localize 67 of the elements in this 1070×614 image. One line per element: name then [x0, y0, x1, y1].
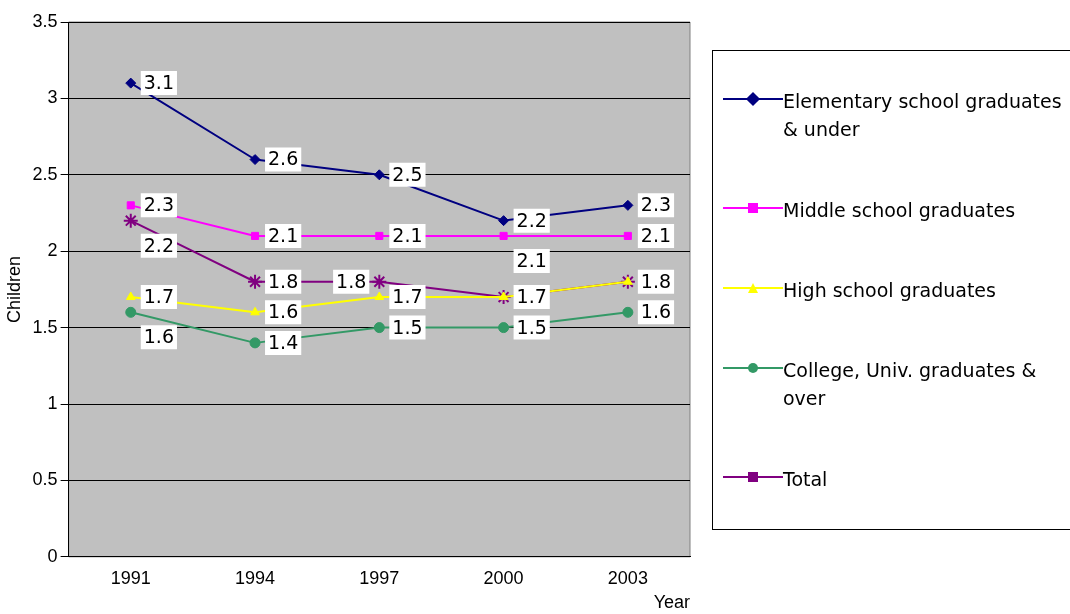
data-label: 1.4 [268, 330, 299, 353]
x-tick-label: 1997 [359, 567, 400, 588]
point [498, 215, 510, 227]
point [249, 154, 261, 166]
point [373, 169, 385, 181]
point [498, 291, 509, 301]
data-label: 1.6 [143, 325, 174, 348]
y-tick-label: 2 [47, 240, 58, 261]
data-label: 2.1 [516, 248, 547, 271]
legend-label: Elementary school graduates & under [783, 89, 1063, 143]
point [247, 273, 264, 290]
data-label: 1.8 [640, 269, 672, 292]
data-label: 3.1 [143, 71, 174, 94]
point [125, 291, 136, 301]
point [622, 306, 634, 318]
legend-label: College, Univ. graduates & over [783, 358, 1038, 412]
data-label: 1.5 [392, 315, 423, 338]
data-label: 1.7 [392, 284, 423, 307]
data-label: 2.2 [516, 208, 547, 231]
point [619, 273, 636, 290]
data-label: 2.6 [268, 147, 299, 170]
data-label: 1.7 [143, 284, 174, 307]
legend-label: High school graduates [783, 277, 997, 303]
data-label: 1.5 [516, 315, 547, 338]
point [622, 199, 634, 211]
data-label: 1.7 [516, 284, 547, 307]
x-tick-label: 2003 [607, 567, 648, 588]
data-label: 2.5 [392, 162, 423, 185]
legend-label: Middle school graduates [783, 197, 1017, 223]
y-tick-label: 3 [47, 87, 58, 108]
point [623, 276, 633, 285]
point [122, 212, 139, 229]
data-label: 2.1 [268, 223, 299, 246]
x-axis-title: Year [653, 592, 690, 613]
y-tick-label: 1 [47, 392, 58, 413]
data-label: 1.8 [268, 269, 299, 292]
point [371, 273, 388, 290]
data-label: 1.8 [336, 269, 367, 292]
data-label: 2.3 [640, 193, 672, 216]
point [125, 306, 137, 318]
x-tick-label: 2000 [483, 567, 524, 588]
point [498, 322, 510, 334]
data-label: 1.6 [640, 300, 672, 323]
point [125, 77, 137, 89]
point [126, 201, 135, 210]
point [374, 291, 385, 301]
x-tick-label: 1994 [235, 567, 276, 588]
y-tick-label: 2.5 [32, 163, 58, 184]
point [623, 231, 632, 240]
point [375, 231, 384, 240]
data-label: 2.2 [143, 233, 174, 256]
x-tick-label: 1991 [110, 567, 151, 588]
data-label: 2.1 [392, 223, 423, 246]
y-tick-label: 0.5 [32, 469, 58, 490]
legend-label: Total [783, 466, 829, 492]
point [249, 337, 261, 349]
point [499, 231, 508, 240]
y-tick-label: 1.5 [32, 316, 58, 337]
point [250, 306, 260, 316]
y-tick-label: 3.5 [32, 10, 58, 31]
data-label: 2.3 [143, 193, 174, 216]
point [373, 322, 385, 334]
point [251, 231, 260, 240]
y-tick-label: 0 [47, 545, 58, 566]
data-label: 1.6 [268, 300, 299, 323]
data-label: 2.1 [640, 223, 672, 246]
y-axis-title: Children [3, 255, 24, 323]
